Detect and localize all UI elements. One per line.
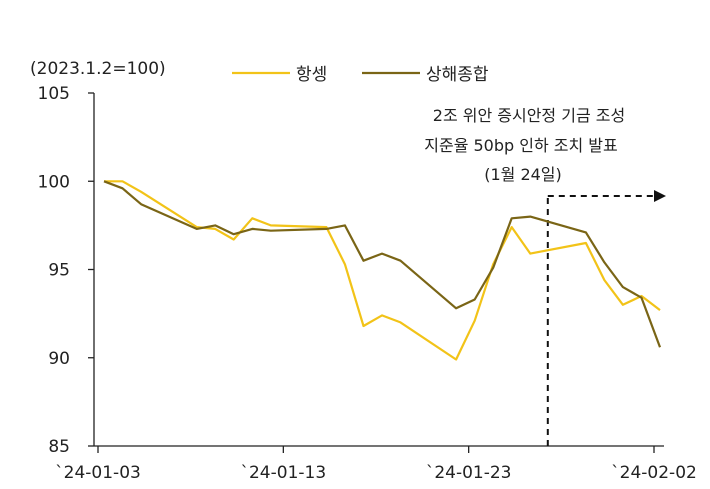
legend-label-hangseng: 항셍 bbox=[296, 65, 327, 85]
annotation: 2조 위안 증시안정 기금 조성 지준율 50bp 인하 조치 발표 (1월 2… bbox=[424, 106, 666, 446]
series-line-hangseng bbox=[104, 180, 661, 361]
x-tick-label: `24-02-02 bbox=[611, 463, 697, 483]
y-axis-ticks: 85 90 95 100 105 bbox=[38, 84, 94, 457]
x-tick-label: `24-01-23 bbox=[426, 463, 512, 483]
y-tick-label: 105 bbox=[38, 84, 70, 104]
annotation-line-2: 지준율 50bp 인하 조치 발표 bbox=[424, 136, 618, 155]
annotation-line-3: (1월 24일) bbox=[484, 165, 562, 184]
y-tick-label: 90 bbox=[48, 349, 70, 369]
legend-label-shanghai: 상해종합 bbox=[426, 65, 489, 85]
annotation-arrow-head bbox=[654, 190, 666, 202]
x-tick-label: `24-01-13 bbox=[240, 463, 326, 483]
legend: 항셍 상해종합 bbox=[232, 65, 489, 85]
annotation-line-1: 2조 위안 증시안정 기금 조성 bbox=[433, 106, 625, 125]
y-tick-label: 95 bbox=[48, 261, 70, 281]
series-line-shanghai bbox=[103, 180, 662, 348]
y-tick-label: 85 bbox=[48, 437, 70, 457]
series-layer bbox=[103, 180, 662, 361]
x-axis-ticks: `24-01-03 `24-01-13 `24-01-23 `24-02-02 bbox=[55, 446, 697, 483]
unit-label: (2023.1.2=100) bbox=[30, 59, 166, 79]
y-tick-label: 100 bbox=[38, 172, 70, 192]
x-tick-label: `24-01-03 bbox=[55, 463, 141, 483]
